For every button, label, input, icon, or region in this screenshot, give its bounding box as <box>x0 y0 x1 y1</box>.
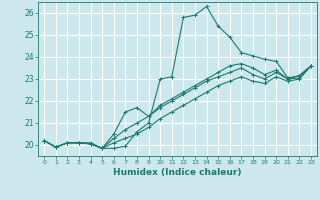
X-axis label: Humidex (Indice chaleur): Humidex (Indice chaleur) <box>113 168 242 177</box>
